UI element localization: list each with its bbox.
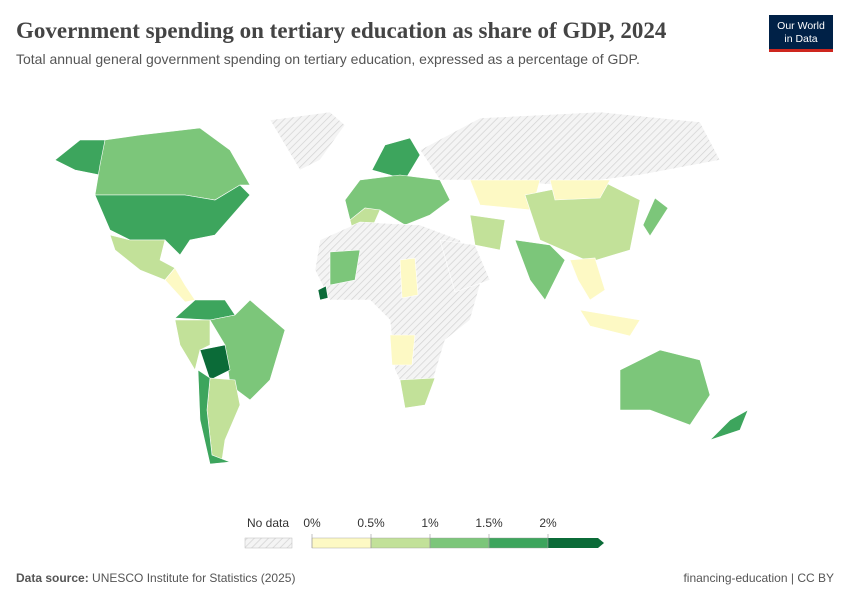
legend-swatch bbox=[488, 537, 549, 549]
region bbox=[619, 349, 711, 426]
region bbox=[549, 179, 611, 201]
region bbox=[709, 409, 749, 441]
region bbox=[54, 139, 106, 176]
logo-bar bbox=[769, 49, 833, 52]
logo-text: in Data bbox=[784, 33, 817, 45]
source: UNESCO Institute for Statistics (2025) bbox=[92, 571, 295, 585]
world-map bbox=[54, 111, 749, 465]
region bbox=[269, 111, 346, 171]
region bbox=[94, 184, 251, 256]
region bbox=[514, 239, 566, 301]
logo-text: Our World bbox=[777, 20, 825, 32]
footer-license: financing-education | CC BY bbox=[683, 571, 834, 585]
logo-box bbox=[769, 15, 833, 51]
legend-tick-label: 1% bbox=[421, 516, 439, 530]
region bbox=[642, 197, 669, 237]
region bbox=[174, 299, 236, 321]
region bbox=[399, 257, 419, 299]
region bbox=[197, 369, 231, 465]
region bbox=[329, 249, 361, 286]
legend-no-data bbox=[244, 537, 293, 549]
region bbox=[199, 344, 231, 381]
region bbox=[389, 334, 416, 366]
subtitle: Total annual general government spending… bbox=[16, 51, 640, 67]
region bbox=[469, 214, 506, 251]
region bbox=[399, 377, 436, 409]
region bbox=[317, 285, 329, 301]
title: Government spending on tertiary educatio… bbox=[16, 18, 667, 43]
legend-label: No data bbox=[247, 516, 289, 530]
legend-swatch bbox=[548, 538, 604, 548]
region bbox=[206, 377, 241, 461]
region bbox=[579, 309, 641, 337]
region bbox=[439, 239, 491, 293]
legend-swatch bbox=[429, 537, 490, 549]
region bbox=[94, 127, 251, 201]
legend-swatch bbox=[370, 537, 431, 549]
legend-tick-label: 0.5% bbox=[357, 516, 385, 530]
source-label: Data source: bbox=[16, 571, 89, 585]
legend-tick-label: 2% bbox=[539, 516, 557, 530]
legend-tick-label: 0% bbox=[303, 516, 321, 530]
region bbox=[109, 234, 176, 281]
logo[interactable]: Our World in Data bbox=[769, 15, 833, 52]
region bbox=[419, 111, 721, 186]
region bbox=[569, 257, 606, 301]
legend-tick-label: 1.5% bbox=[475, 516, 503, 530]
region bbox=[164, 267, 196, 303]
legend: No data 0% 0.5% 1% 1.5% 2% bbox=[244, 516, 604, 549]
legend-swatch bbox=[311, 537, 372, 549]
region bbox=[371, 137, 421, 181]
footer-source: Data source: UNESCO Institute for Statis… bbox=[16, 571, 295, 585]
